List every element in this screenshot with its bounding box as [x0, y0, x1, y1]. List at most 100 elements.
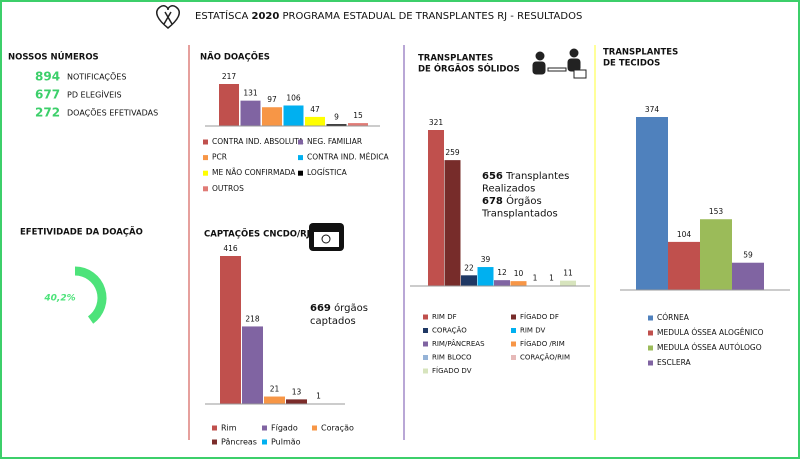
kpi-value: 894 [35, 70, 60, 84]
data-label: 321 [429, 118, 444, 127]
legend-swatch [212, 439, 217, 445]
bar [242, 326, 263, 404]
bar [428, 130, 444, 286]
bar [700, 219, 732, 290]
data-label: 374 [645, 105, 660, 114]
data-label: 106 [286, 93, 301, 102]
bar [494, 280, 510, 286]
legend-swatch [203, 139, 208, 145]
legend-swatch [648, 360, 653, 366]
legend-label: Pâncreas [221, 438, 257, 447]
data-label: 12 [497, 268, 507, 277]
bar [262, 107, 282, 126]
annotation: Realizados [482, 184, 535, 195]
legend-label: Rim [221, 424, 237, 433]
section-title: EFETIVIDADE DA DOAÇÃO [20, 227, 143, 238]
legend-swatch [298, 170, 303, 176]
legend-swatch [511, 314, 516, 320]
legend-label: ESCLERA [657, 358, 692, 367]
legend-label: RIM DV [520, 327, 545, 335]
legend-swatch [511, 328, 516, 333]
bar [286, 399, 307, 404]
title-prefix: ESTATÍSCA [195, 9, 248, 22]
legend-label: FÍGADO /RIM [520, 339, 565, 348]
legend-label: CÓRNEA [657, 313, 690, 322]
chart-title: NÃO DOAÇÕES [200, 51, 270, 63]
bar [560, 280, 576, 286]
legend-swatch [212, 425, 217, 431]
legend-label: MEDULA ÓSSEA ALOGÊNICO [657, 328, 764, 337]
legend-swatch [648, 330, 653, 336]
data-label: 47 [310, 105, 320, 114]
data-label: 416 [223, 244, 238, 253]
bar [636, 117, 668, 290]
bar [510, 281, 527, 286]
legend-swatch [511, 355, 516, 360]
data-label: 15 [353, 111, 363, 120]
data-label: 218 [245, 314, 260, 323]
bar [668, 241, 700, 290]
annotation: captados [310, 316, 356, 327]
legend-swatch [298, 155, 303, 161]
kpi-label: DOAÇÕES EFETIVADAS [67, 107, 158, 118]
data-label: 1 [316, 392, 321, 401]
legend-label: NEG. FAMILIAR [307, 137, 362, 146]
data-label: 9 [334, 112, 339, 121]
data-label: 1 [533, 274, 538, 283]
annotation-text: Transplantados [481, 209, 558, 220]
legend-swatch [262, 425, 267, 431]
annotation-text: Órgãos [506, 194, 542, 207]
gauge-arc [74, 266, 107, 324]
data-label: 39 [481, 255, 491, 264]
title-year: 2020 [251, 11, 279, 22]
chart-title: DE ÓRGÃOS SÓLIDOS [418, 63, 520, 75]
bar [444, 160, 461, 286]
chart-title: TRANSPLANTES [418, 54, 493, 64]
data-label: 11 [563, 269, 573, 278]
annotation-number: 669 [310, 303, 331, 314]
chart-title: CAPTAÇÕES CNCDO/RJ [204, 228, 310, 240]
legend-swatch [298, 139, 303, 145]
data-label: 22 [464, 263, 474, 272]
bar [219, 84, 239, 126]
legend-label: OUTROS [212, 184, 244, 193]
legend-label: RIM DF [432, 313, 457, 321]
section-title: NOSSOS NÚMEROS [8, 51, 99, 63]
data-label: 13 [292, 387, 302, 396]
legend-label: CORAÇÃO/RIM [520, 353, 570, 362]
legend-swatch [423, 328, 428, 333]
bar [326, 124, 347, 126]
legend-label: FÍGADO DF [520, 312, 559, 321]
data-label: 217 [222, 72, 237, 81]
data-label: 1 [549, 274, 554, 283]
legend-label: CORAÇÃO [432, 326, 467, 335]
annotation: 678 Órgãos [482, 194, 542, 207]
data-label: 21 [270, 385, 280, 394]
bar [220, 256, 241, 404]
data-label: 59 [743, 251, 753, 260]
chart-title: DE TECIDOS [603, 59, 660, 69]
box-icon [309, 223, 344, 251]
annotation-text: captados [310, 316, 356, 327]
legend-label: CONTRA IND. MÉDICA [307, 153, 390, 162]
legend-label: Fígado [271, 424, 298, 433]
kpi-label: NOTIFICAÇÕES [67, 71, 126, 82]
bar [240, 100, 261, 126]
annotation-text: órgãos [334, 302, 368, 314]
legend-swatch [648, 345, 653, 351]
legend-swatch [423, 314, 428, 320]
legend-label: ME NÃO CONFIRMADA [212, 168, 296, 177]
data-label: 97 [267, 95, 277, 104]
annotation-text: Transplantes [505, 171, 569, 182]
bar [732, 262, 764, 290]
bar [305, 116, 325, 126]
kpi-value: 677 [35, 88, 60, 102]
page-title: ESTATÍSCA 2020 PROGRAMA ESTADUAL DE TRAN… [195, 9, 582, 22]
bar [348, 123, 368, 126]
legend-swatch [203, 155, 208, 161]
annotation-number: 656 [482, 171, 503, 182]
legend-label: RIM BLOCO [432, 354, 472, 362]
legend-label: Coração [321, 424, 354, 433]
legend-swatch [203, 170, 208, 176]
annotation: 656 Transplantes [482, 171, 569, 182]
